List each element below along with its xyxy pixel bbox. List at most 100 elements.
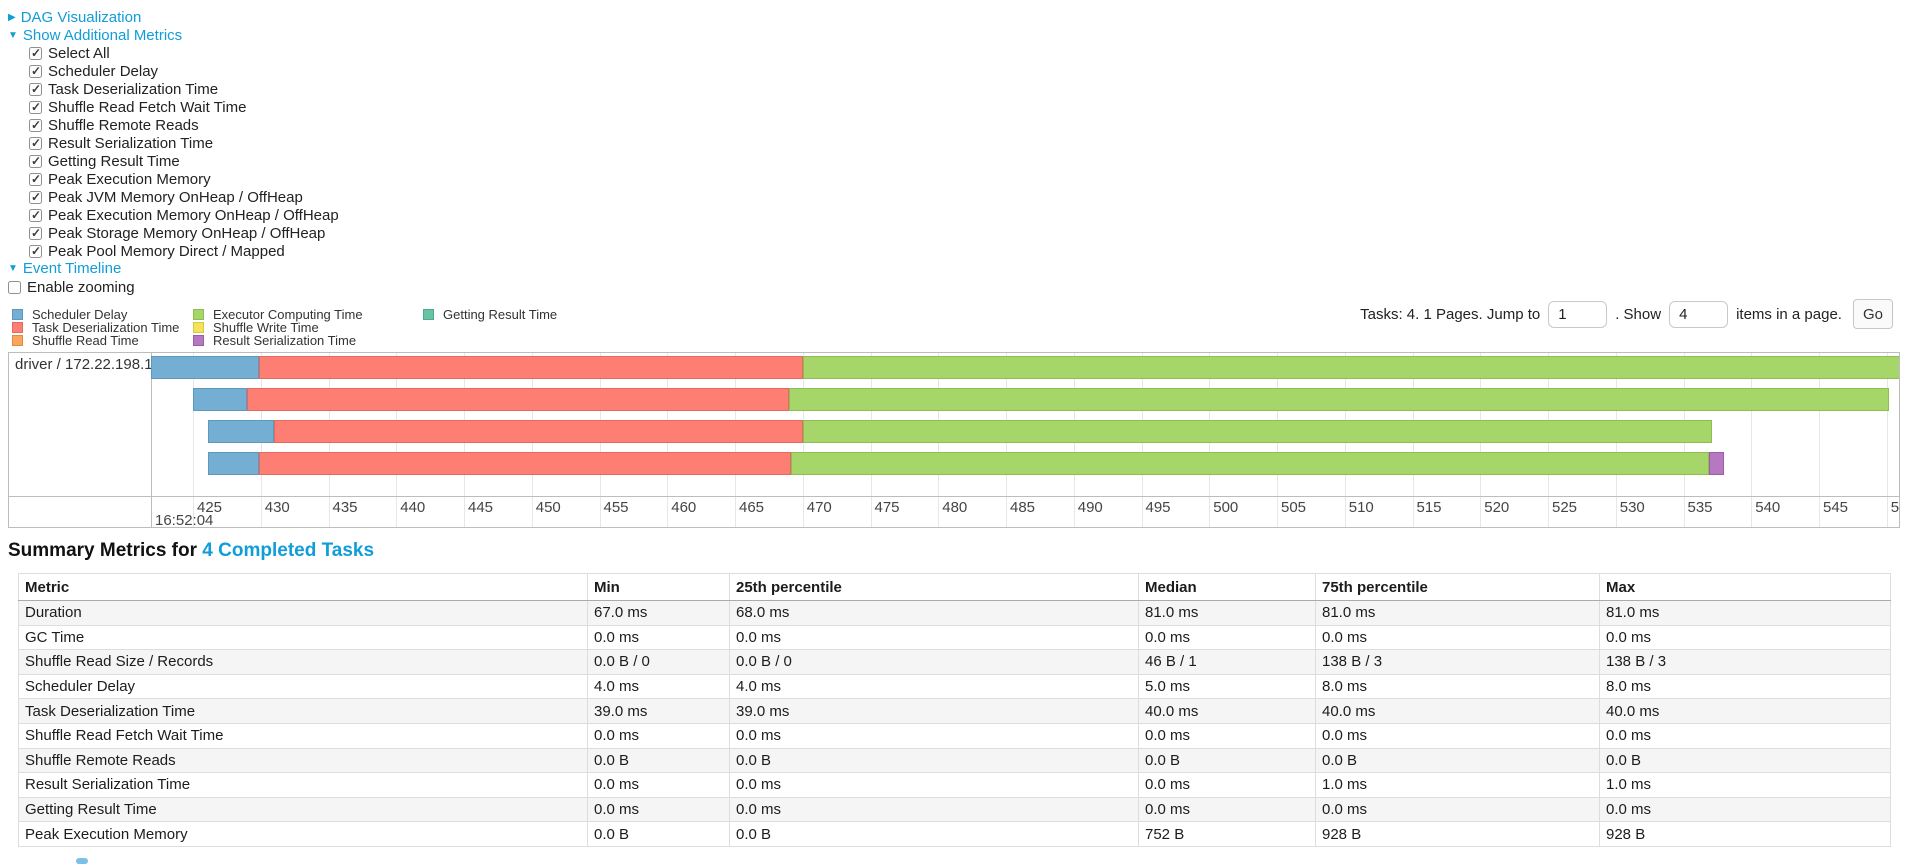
- summary-metrics-table: Metric Min 25th percentile Median 75th perce…: [18, 573, 1891, 847]
- metric-checkbox-label: Peak Execution Memory OnHeap / OffHeap: [48, 206, 339, 224]
- legend-column: Executor Computing Time Shuffle Write Tim…: [193, 307, 363, 348]
- metric-value-cell: 0.0 B: [587, 821, 730, 847]
- metric-value-cell: 81.0 ms: [1138, 600, 1316, 626]
- task_deserialization-bar-segment[interactable]: [247, 388, 790, 411]
- metric-value-cell: 0.0 ms: [1138, 722, 1316, 749]
- metric-checkbox[interactable]: [29, 118, 42, 132]
- metric-checkbox[interactable]: [29, 136, 42, 150]
- legend-item: Task Deserialization Time: [12, 320, 179, 335]
- metric-value-cell: 0.0 ms: [1599, 624, 1891, 651]
- summary-column-header: 25th percentile: [729, 573, 1139, 601]
- metric-name-cell: Shuffle Read Size / Records: [18, 649, 588, 675]
- task_deserialization-bar-segment[interactable]: [274, 420, 803, 443]
- metric-checkbox[interactable]: [29, 190, 42, 204]
- executor_computing-bar-segment[interactable]: [789, 388, 1890, 411]
- dag-visualization-label: DAG Visualization: [20, 9, 142, 26]
- task_deserialization-bar-segment[interactable]: [259, 356, 803, 379]
- metric-value-cell: 8.0 ms: [1599, 673, 1891, 700]
- event-timeline-label: Event Timeline: [22, 260, 122, 277]
- metric-value-cell: 0.0 B: [729, 747, 1139, 774]
- legend-item-label: Shuffle Write Time: [213, 320, 319, 335]
- metric-value-cell: 0.0 ms: [1315, 624, 1600, 651]
- show-additional-metrics-toggle[interactable]: ▼ Show Additional Metrics: [8, 27, 182, 44]
- completed-tasks-link[interactable]: 4 Completed Tasks: [202, 540, 375, 561]
- pagination-show-text: . Show: [1615, 305, 1662, 323]
- metric-value-cell: 0.0 ms: [587, 796, 730, 823]
- metric-checkbox-row: Peak JVM Memory OnHeap / OffHeap: [29, 188, 339, 206]
- metric-checkbox-row: Select All: [29, 44, 339, 62]
- metric-checkbox[interactable]: [29, 172, 42, 186]
- result_serialization-bar-segment[interactable]: [1709, 452, 1725, 475]
- summary-table-row: Peak Execution Memory 0.0 B 0.0 B 752 B 928 …: [18, 821, 1891, 847]
- summary-table-row: GC Time 0.0 ms 0.0 ms 0.0 ms 0.0 ms 0.0 ms: [18, 624, 1891, 651]
- scheduler_delay-bar-segment[interactable]: [207, 452, 260, 475]
- timeline-tick-label: 455: [603, 499, 629, 516]
- metric-checkbox-row: Result Serialization Time: [29, 134, 339, 152]
- timeline-tick-label: 535: [1687, 499, 1713, 516]
- timeline-tick-label: 475: [874, 499, 900, 516]
- executor_computing-bar-segment[interactable]: [790, 452, 1710, 475]
- getting_result-swatch-icon: [423, 309, 434, 320]
- metric-checkbox[interactable]: [29, 154, 42, 168]
- enable-zooming-label: Enable zooming: [27, 278, 135, 296]
- metric-value-cell: 40.0 ms: [1599, 698, 1891, 724]
- metric-checkbox[interactable]: [29, 82, 42, 96]
- event-timeline-toggle[interactable]: ▼ Event Timeline: [8, 260, 121, 277]
- metric-checkbox-label: Peak Execution Memory: [48, 170, 211, 188]
- metric-name-cell: Shuffle Read Fetch Wait Time: [18, 722, 588, 749]
- timeline-tick-label: 430: [264, 499, 290, 516]
- metric-value-cell: 0.0 B: [729, 821, 1139, 847]
- summary-column-header: Metric: [18, 573, 588, 601]
- metric-name-cell: Scheduler Delay: [18, 673, 588, 700]
- metric-checkbox[interactable]: [29, 226, 42, 240]
- metric-value-cell: 0.0 ms: [1315, 796, 1600, 823]
- metric-checkbox-row: Peak Storage Memory OnHeap / OffHeap: [29, 224, 339, 242]
- legend-item: Getting Result Time: [423, 307, 557, 322]
- scheduler_delay-bar-segment[interactable]: [207, 420, 275, 443]
- metric-checkbox[interactable]: [29, 46, 42, 60]
- metric-checkbox-label: Peak JVM Memory OnHeap / OffHeap: [48, 188, 303, 206]
- metric-checkbox[interactable]: [29, 208, 42, 222]
- timeline-tick-label: 520: [1484, 499, 1510, 516]
- task_deserialization-bar-segment[interactable]: [259, 452, 791, 475]
- timeline-tick-label: 485: [1010, 499, 1036, 516]
- enable-zooming-checkbox[interactable]: [8, 280, 21, 294]
- metric-value-cell: 752 B: [1138, 821, 1316, 847]
- summary-table-row: Result Serialization Time 0.0 ms 0.0 ms 0.0…: [18, 772, 1891, 798]
- metric-name-cell: GC Time: [18, 624, 588, 651]
- jump-to-page-input[interactable]: [1548, 300, 1608, 328]
- legend-item: Scheduler Delay: [12, 307, 179, 322]
- legend-item: Result Serialization Time: [193, 333, 363, 348]
- timeline-gridline: [1819, 353, 1820, 527]
- dag-visualization-toggle[interactable]: ▶ DAG Visualization: [8, 9, 141, 26]
- metric-checkbox[interactable]: [29, 64, 42, 78]
- metric-checkbox[interactable]: [29, 244, 42, 258]
- timeline-tick-label: 515: [1416, 499, 1442, 516]
- metric-value-cell: 1.0 ms: [1599, 772, 1891, 798]
- page-size-input[interactable]: [1669, 300, 1729, 328]
- metric-checkbox-label: Peak Storage Memory OnHeap / OffHeap: [48, 224, 326, 242]
- metric-value-cell: 67.0 ms: [587, 600, 730, 626]
- scheduler_delay-bar-segment[interactable]: [193, 388, 248, 411]
- metric-checkbox-label: Task Deserialization Time: [48, 80, 219, 98]
- metric-checkbox-label: Result Serialization Time: [48, 134, 214, 152]
- timeline-tick-label: 480: [942, 499, 968, 516]
- metric-value-cell: 0.0 B / 0: [729, 649, 1139, 675]
- metric-checkbox[interactable]: [29, 100, 42, 114]
- executor_computing-bar-segment[interactable]: [802, 420, 1712, 443]
- metric-value-cell: 138 B / 3: [1599, 649, 1891, 675]
- metric-value-cell: 0.0 ms: [1138, 624, 1316, 651]
- metric-value-cell: 0.0 ms: [729, 722, 1139, 749]
- go-button[interactable]: Go: [1852, 299, 1893, 329]
- clipped-next-section-fragment: [76, 858, 88, 864]
- timeline-tick-label: 445: [468, 499, 494, 516]
- scheduler_delay-bar-segment[interactable]: [150, 356, 260, 379]
- metric-checkbox-row: Peak Execution Memory OnHeap / OffHeap: [29, 206, 339, 224]
- metric-value-cell: 46 B / 1: [1138, 649, 1316, 675]
- executor_computing-bar-segment[interactable]: [802, 356, 1899, 379]
- summary-table-row: Shuffle Read Size / Records 0.0 B / 0 0.0 …: [18, 649, 1891, 675]
- metric-checkbox-row: Peak Execution Memory: [29, 170, 339, 188]
- metric-name-cell: Duration: [18, 600, 588, 626]
- metric-checkbox-row: Task Deserialization Time: [29, 80, 339, 98]
- metric-checkbox-label: Peak Pool Memory Direct / Mapped: [48, 242, 285, 260]
